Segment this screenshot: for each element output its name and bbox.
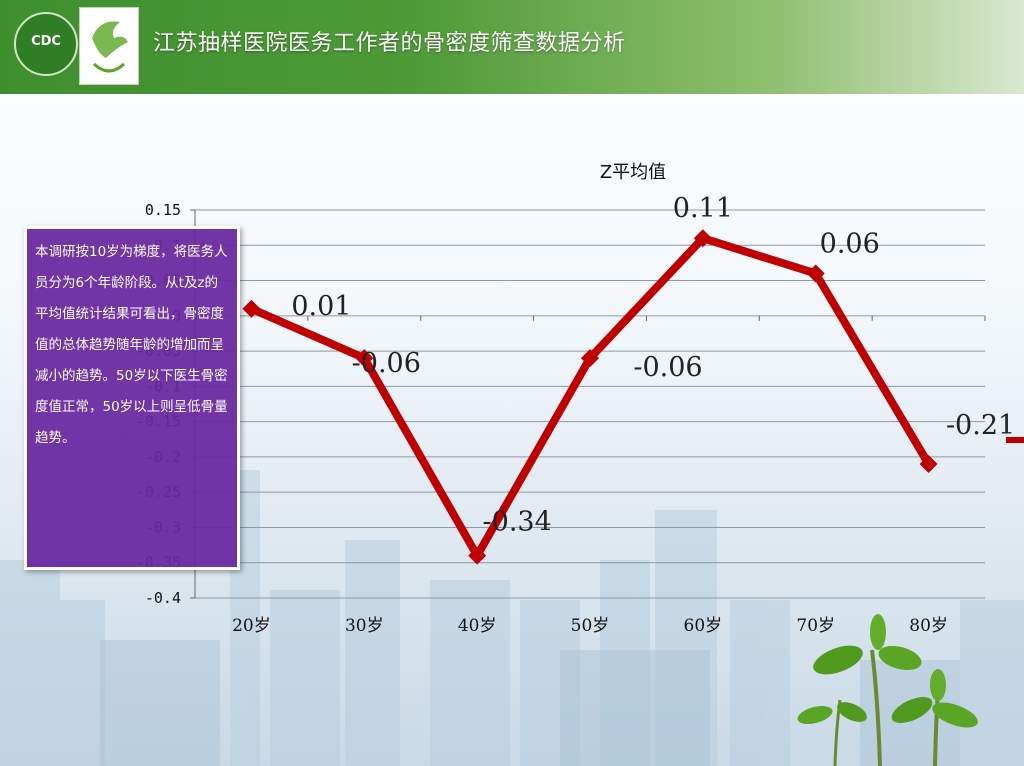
x-tick-label: 30岁 <box>345 616 384 636</box>
data-point <box>693 229 712 248</box>
data-point <box>806 264 825 283</box>
page-title: 江苏抽样医院医务工作者的骨密度筛查数据分析 <box>153 31 626 56</box>
data-label: -0.06 <box>633 352 702 383</box>
y-tick-label: 0.15 <box>145 201 181 219</box>
data-point <box>355 349 374 368</box>
data-point <box>919 454 938 473</box>
data-labels: 0.01-0.06-0.34-0.060.110.06-0.21 <box>291 193 1015 537</box>
series-points <box>242 229 938 565</box>
slide-header: CDC 江苏抽样医院医务工作者的骨密度筛查数据分析 <box>0 0 1024 94</box>
dove-logo <box>79 7 139 85</box>
data-point <box>242 299 261 318</box>
chart-title: Z平均值 <box>600 162 666 183</box>
data-label: -0.06 <box>352 348 421 379</box>
cdc-logo: CDC <box>14 12 78 76</box>
summary-note-box: 本调研按10岁为梯度，将医务人员分为6个年龄阶段。从t及z的平均值统计结果可看出… <box>24 226 240 570</box>
x-tick-label: 50岁 <box>571 616 610 636</box>
x-tick-label: 70岁 <box>796 616 835 636</box>
series-polyline <box>249 234 933 560</box>
cdc-logo-text: CDC <box>31 34 61 49</box>
x-tick-label: 60岁 <box>684 616 723 636</box>
data-label: -0.34 <box>483 507 552 538</box>
data-label: 0.11 <box>673 193 733 224</box>
x-tick-label: 80岁 <box>909 616 948 636</box>
x-tick-label: 40岁 <box>458 616 497 636</box>
x-tick-label: 20岁 <box>232 616 271 636</box>
chart-gridlines <box>190 209 986 599</box>
x-axis-ticks: 20岁 30岁 40岁 50岁 60岁 70岁 80岁 <box>232 616 948 636</box>
dove-icon <box>92 21 128 73</box>
y-tick-label: -0.4 <box>145 589 181 607</box>
data-label: 0.01 <box>291 291 351 322</box>
summary-note-text: 本调研按10岁为梯度，将医务人员分为6个年龄阶段。从t及z的平均值统计结果可看出… <box>35 244 228 446</box>
seedling-decoration <box>797 614 978 766</box>
data-label: 0.06 <box>820 228 880 259</box>
data-point <box>581 349 599 368</box>
series-line <box>249 234 933 560</box>
data-point <box>468 546 487 565</box>
data-label: -0.21 <box>946 410 1015 441</box>
